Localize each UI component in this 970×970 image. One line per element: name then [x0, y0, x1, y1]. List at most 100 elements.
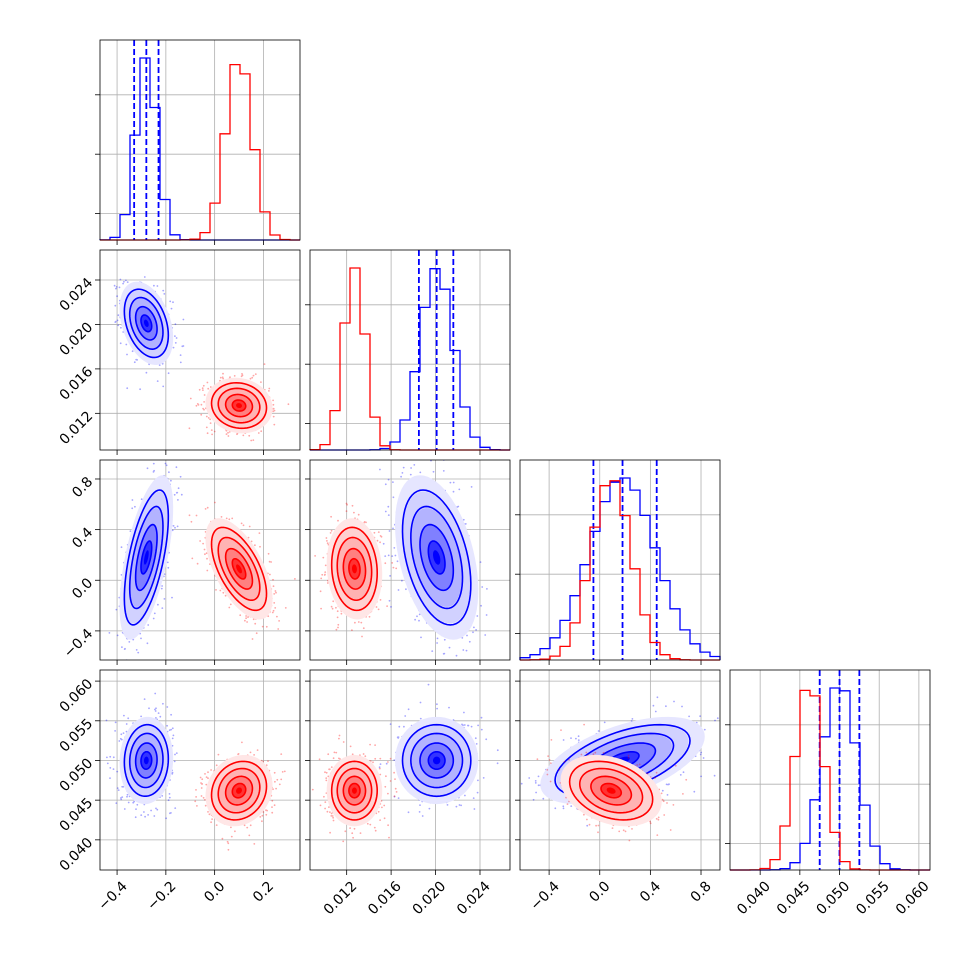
x-tick-label: −0.4 [95, 878, 130, 913]
x-tick-label: 0.055 [853, 878, 893, 918]
panel-frame [99, 669, 301, 871]
x-tick-label: 0.0 [586, 878, 613, 905]
panel-2-2 [515, 459, 721, 665]
density-fill [606, 787, 616, 794]
contour-series-1 [231, 399, 247, 412]
contour-series-0 [134, 305, 158, 341]
density-fill [236, 564, 242, 574]
panel-frame [99, 459, 301, 661]
y-tick-label: 0.016 [57, 364, 97, 404]
contour-series-1 [330, 760, 379, 821]
contour-series-1 [342, 775, 367, 806]
contour-series-1 [578, 767, 644, 814]
contour-series-0 [140, 314, 153, 333]
contour-series-1 [210, 526, 268, 612]
panel-3-3 [725, 669, 931, 875]
contour-series-0 [401, 489, 472, 626]
panel-3-2 [515, 669, 721, 875]
panel-1-0-content [113, 276, 290, 442]
panel-3-1-content [311, 683, 499, 843]
x-tick-label: 0.024 [454, 878, 494, 918]
panel-frame [309, 459, 511, 661]
panel-frame [519, 459, 721, 661]
contour-series-1 [330, 526, 379, 612]
contour-series-0 [123, 489, 170, 626]
panel-3-0 [95, 669, 301, 875]
contour-series-1 [210, 381, 268, 430]
density-fill [143, 319, 149, 327]
contour-series-0 [140, 540, 153, 575]
panel-0-0 [95, 39, 301, 245]
contour-series-1 [348, 782, 361, 799]
contour-series-0 [419, 523, 455, 592]
contour-series-1 [217, 536, 261, 602]
x-tick-label: 0.040 [734, 878, 774, 918]
contour-series-1 [336, 536, 373, 602]
tick-labels: −0.4 −0.2 0.0 0.2 0.012 0.016 0.020 0.024 −0.4 0.… [57, 275, 933, 918]
histogram-series-1 [520, 480, 720, 661]
contour-series-0 [128, 296, 164, 350]
panel-2-0 [95, 459, 301, 665]
density-fill [236, 787, 242, 794]
x-tick-label: 0.0 [201, 878, 228, 905]
contour-series-0 [123, 288, 170, 359]
x-tick-label: 0.2 [250, 878, 277, 905]
contour-series-0 [401, 723, 472, 798]
x-tick-label: 0.045 [774, 878, 814, 918]
y-tick-label: 0.050 [57, 755, 97, 795]
contour-series-0 [427, 540, 446, 575]
x-tick-label: −0.4 [527, 878, 562, 913]
x-tick-label: 0.016 [365, 878, 405, 918]
density-fill [352, 787, 357, 794]
y-tick-label: 0.055 [57, 716, 97, 756]
density-fill [433, 550, 441, 565]
x-tick-label: 0.060 [893, 878, 933, 918]
contour-series-1 [231, 782, 247, 799]
y-tick-label: 0.0 [69, 575, 96, 602]
panel-1-0 [95, 249, 301, 455]
y-tick-label: 0.040 [57, 835, 97, 875]
panel-2-1-content [314, 460, 488, 657]
y-tick-label: 0.012 [57, 408, 97, 448]
contour-series-0 [128, 505, 164, 610]
y-tick-label: 0.4 [69, 525, 96, 552]
contour-series-0 [554, 723, 691, 798]
density-fill [352, 564, 357, 574]
density-fill [143, 550, 149, 565]
panel-frame [519, 669, 721, 871]
x-tick-label: 0.020 [410, 878, 450, 918]
contour-series-1 [217, 387, 261, 424]
contour-series-0 [123, 723, 170, 798]
y-tick-label: 0.060 [57, 676, 97, 716]
y-tick-label: 0.020 [57, 319, 97, 359]
contour-series-1 [224, 547, 254, 590]
panel-frame [309, 669, 511, 871]
contour-series-0 [427, 750, 446, 771]
panel-3-2-content [520, 696, 719, 842]
contour-series-1 [348, 557, 361, 580]
y-tick-label: −0.4 [61, 626, 96, 661]
contour-series-0 [410, 505, 464, 610]
panel-frame [309, 249, 511, 451]
panel-frame [729, 669, 931, 871]
x-tick-label: −0.2 [144, 878, 179, 913]
histogram-series-0 [519, 477, 721, 660]
contour-series-1 [210, 760, 268, 821]
contour-series-1 [336, 767, 373, 814]
contour-series-0 [134, 742, 158, 779]
density-fill [433, 756, 441, 765]
contour-series-1 [217, 767, 261, 814]
panel-1-1 [305, 249, 511, 455]
contour-series-1 [231, 557, 247, 580]
density-fill [143, 756, 149, 765]
panel-frame [99, 249, 301, 451]
panel-2-0-content [108, 462, 296, 660]
contour-series-0 [410, 732, 464, 789]
contour-series-0 [419, 742, 455, 779]
panel-3-0-content [105, 692, 286, 851]
contour-series-1 [342, 547, 367, 590]
x-tick-label: 0.4 [637, 878, 664, 905]
contour-series-1 [224, 393, 254, 418]
panel-frame [99, 39, 301, 241]
